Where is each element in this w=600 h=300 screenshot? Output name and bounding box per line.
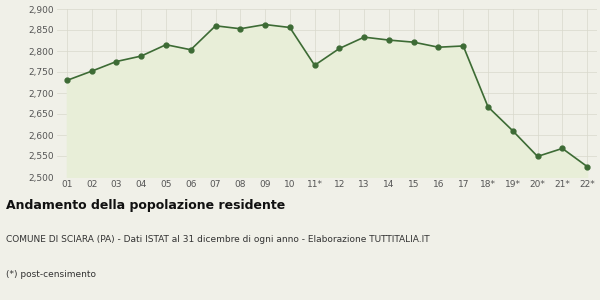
Text: Andamento della popolazione residente: Andamento della popolazione residente <box>6 200 285 212</box>
Text: COMUNE DI SCIARA (PA) - Dati ISTAT al 31 dicembre di ogni anno - Elaborazione TU: COMUNE DI SCIARA (PA) - Dati ISTAT al 31… <box>6 236 430 244</box>
Text: (*) post-censimento: (*) post-censimento <box>6 270 96 279</box>
